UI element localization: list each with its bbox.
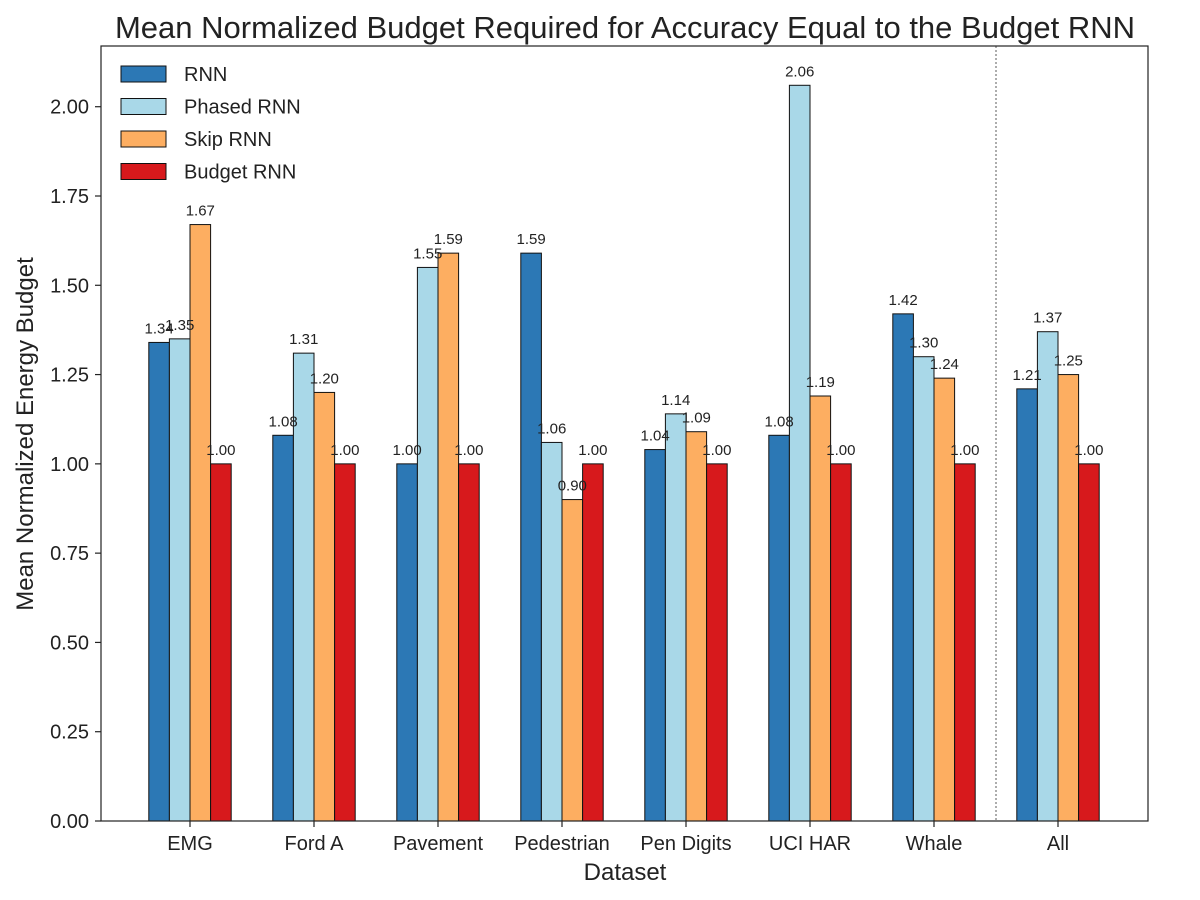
x-tick-label: Pen Digits [640, 833, 731, 855]
bar-rnn-pedestrian [520, 252, 542, 822]
data-label: 1.30 [909, 335, 938, 352]
data-label: 0.90 [558, 478, 587, 495]
data-label: 1.24 [930, 356, 959, 373]
data-label: 1.59 [516, 231, 545, 248]
data-label: 1.35 [165, 317, 194, 334]
bar-phased-rnn-uci-har [788, 84, 811, 822]
data-label: 1.25 [1054, 353, 1083, 370]
bar-skip-rnn-pedestrian [561, 499, 584, 822]
data-label: 1.08 [268, 413, 297, 430]
bar-budget-rnn-emg [210, 463, 232, 822]
bar-skip-rnn-emg [189, 224, 212, 822]
bar-phased-rnn-pavement [416, 266, 439, 822]
bar-budget-rnn-pen-digits [706, 463, 728, 822]
bar-budget-rnn-ford-a [334, 463, 356, 822]
y-tick-label: 0.75 [50, 543, 89, 565]
data-label: 1.00 [330, 442, 359, 459]
data-label: 1.06 [537, 420, 566, 437]
bar-phased-rnn-pen-digits [664, 413, 687, 822]
legend-label: Phased RNN [184, 97, 301, 119]
bar-rnn-emg [148, 341, 170, 822]
data-labels-layer: 1.341.35 1.67 1.00 1.08 1.31 1.20 1.00 1.00 1.55… [144, 63, 1103, 494]
bar-rnn-pen-digits [644, 449, 666, 822]
data-label: 1.04 [640, 428, 669, 445]
bar-budget-rnn-pavement [458, 463, 480, 822]
data-label: 1.59 [434, 231, 463, 248]
data-label: 1.37 [1033, 310, 1062, 327]
y-tick-label: 2.00 [50, 97, 89, 119]
data-label: 1.00 [392, 442, 421, 459]
bar-budget-rnn-pedestrian [582, 463, 604, 822]
bar-budget-rnn-whale [954, 463, 976, 822]
bar-phased-rnn-whale [912, 356, 935, 822]
bar-rnn-uci-har [768, 434, 790, 822]
bar-phased-rnn-pedestrian [540, 441, 563, 822]
bar-rnn-whale [892, 313, 914, 822]
data-label: 1.09 [682, 410, 711, 427]
legend-item-skip-rnn: Skip RNN [120, 129, 272, 151]
legend-swatch [120, 163, 167, 180]
legend-swatch [120, 98, 167, 115]
bars-layer [148, 84, 1100, 822]
data-label: 1.00 [826, 442, 855, 459]
x-tick-label: UCI HAR [769, 833, 851, 855]
data-label: 1.00 [950, 442, 979, 459]
axes-layer: 0.00 0.25 0.50 0.75 1.00 1.25 1.50 1.75 2.00 EMG F… [50, 45, 1149, 855]
data-label: 1.00 [1074, 442, 1103, 459]
chart-title: Mean Normalized Budget Required for Accu… [115, 10, 1135, 45]
legend-swatch [120, 130, 167, 148]
data-label: 1.34 [144, 320, 173, 337]
data-label: 1.00 [206, 442, 235, 459]
legend-swatch [120, 65, 167, 83]
x-tick-label: Pavement [393, 833, 483, 855]
y-tick-label: 0.25 [50, 722, 89, 744]
data-label: 1.14 [661, 392, 690, 409]
x-axis-label: Dataset [584, 859, 667, 886]
bar-skip-rnn-pavement [437, 252, 460, 822]
bar-phased-rnn-emg [168, 338, 191, 822]
data-label: 1.00 [454, 442, 483, 459]
y-axis-label: Mean Normalized Energy Budget [12, 257, 39, 611]
x-tick-label: All [1047, 833, 1069, 855]
bar-rnn-pavement [396, 463, 418, 822]
data-label: 1.19 [806, 374, 835, 391]
y-tick-label: 0.50 [50, 632, 89, 654]
legend: RNN Phased RNN Skip RNN Budget RNN [120, 64, 301, 184]
data-label: 1.67 [186, 203, 215, 220]
data-label: 1.21 [1012, 367, 1041, 384]
x-tick-label: Whale [906, 833, 963, 855]
bar-budget-rnn-all [1078, 463, 1100, 822]
legend-label: RNN [184, 64, 227, 86]
x-tick-label: EMG [167, 833, 213, 855]
data-label: 1.08 [764, 413, 793, 430]
legend-item-phased-rnn: Phased RNN [120, 97, 301, 119]
y-tick-label: 1.00 [50, 454, 89, 476]
x-tick-label: Ford A [285, 833, 345, 855]
y-tick-label: 1.50 [50, 275, 89, 297]
legend-item-rnn: RNN [120, 64, 227, 86]
data-label: 1.00 [702, 442, 731, 459]
plot-frame [100, 45, 1149, 822]
y-tick-label: 0.00 [50, 811, 89, 833]
data-label: 1.42 [888, 292, 917, 309]
data-label: 1.20 [310, 370, 339, 387]
data-label: 1.00 [578, 442, 607, 459]
bar-skip-rnn-uci-har [809, 395, 832, 822]
x-tick-label: Pedestrian [514, 833, 610, 855]
legend-label: Skip RNN [184, 129, 272, 151]
bar-rnn-all [1016, 388, 1038, 822]
y-tick-label: 1.25 [50, 365, 89, 387]
y-tick-label: 1.75 [50, 186, 89, 208]
bar-budget-rnn-uci-har [830, 463, 852, 822]
legend-label: Budget RNN [184, 162, 296, 184]
bar-phased-rnn-all [1036, 331, 1059, 822]
data-label: 2.06 [785, 63, 814, 80]
legend-item-budget-rnn: Budget RNN [120, 162, 296, 184]
bar-rnn-ford-a [272, 434, 294, 822]
data-label: 1.31 [289, 331, 318, 348]
bar-skip-rnn-pen-digits [685, 431, 708, 822]
data-label: 1.55 [413, 245, 442, 262]
